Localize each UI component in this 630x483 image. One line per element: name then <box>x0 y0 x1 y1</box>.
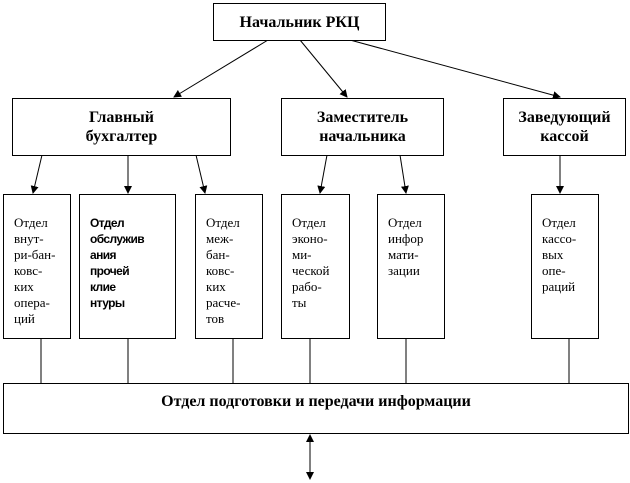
dept-box-interbank: Отдел меж- бан- ковс- ких расче- тов <box>195 194 263 339</box>
deputy-label: Заместитель начальника <box>316 109 409 145</box>
arrow-to-cashier-head <box>349 39 561 100</box>
cashier-head-label: Заведующий кассой <box>518 109 611 145</box>
arrow-dept-3 <box>195 154 208 194</box>
info-dept-box: Отдел подготовки и передачи информации <box>3 383 629 434</box>
dept-box-it: Отдел инфор мати- зации <box>377 194 445 339</box>
dept-box-internal-ops: Отдел внут- ри-бан- ковс- ких опера- ций <box>3 194 71 339</box>
deputy-box: Заместитель начальника <box>281 98 444 156</box>
arrow-to-chief-accountant <box>173 39 269 98</box>
arrow-dept-5 <box>399 154 409 194</box>
arrow-dept-4 <box>317 154 328 194</box>
dept-label: Отдел меж- бан- ковс- ких расче- тов <box>206 215 241 326</box>
chief-accountant-box: Главный бухгалтер <box>12 98 231 156</box>
chief-accountant-label: Главный бухгалтер <box>85 109 158 145</box>
info-dept-label: Отдел подготовки и передачи информации <box>161 393 471 410</box>
dept-box-client-service: Отдел обслужив ания прочей клие нтуры <box>79 194 176 339</box>
dept-label: Отдел внут- ри-бан- ковс- ких опера- ций <box>14 215 56 326</box>
head-label: Начальник РКЦ <box>239 13 360 31</box>
arrow-to-deputy <box>299 39 348 98</box>
head-box: Начальник РКЦ <box>213 3 386 41</box>
dept-box-cash-ops: Отдел кассо- вых опе- раций <box>531 194 599 339</box>
cashier-head-box: Заведующий кассой <box>503 98 626 156</box>
dept-box-economic: Отдел эконо- ми- ческой рабо- ты <box>281 194 350 339</box>
arrow-dept-1 <box>30 154 43 194</box>
dept-label: Отдел эконо- ми- ческой рабо- ты <box>292 215 330 310</box>
dept-label: Отдел кассо- вых опе- раций <box>542 215 577 294</box>
dept-label: Отдел обслужив ания прочей клие нтуры <box>90 216 145 310</box>
dept-label: Отдел инфор мати- зации <box>388 215 424 278</box>
